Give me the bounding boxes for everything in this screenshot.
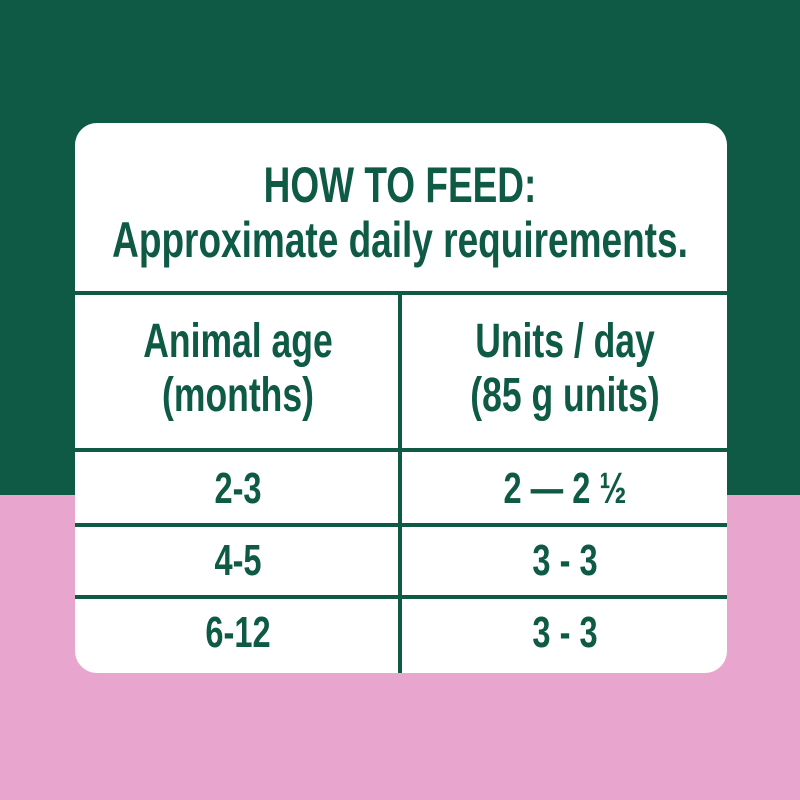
- age-cell: 6-12: [205, 608, 271, 657]
- title: HOW TO FEED:: [263, 157, 537, 213]
- units-cell: 2 — 2 ½: [503, 464, 627, 513]
- units-cell: 3 - 3: [532, 536, 598, 585]
- age-cell: 2-3: [214, 464, 262, 513]
- column-header: Animal age: [143, 315, 333, 368]
- subtitle: Approximate daily requirements.: [112, 212, 688, 268]
- column-header: (months): [162, 369, 314, 422]
- units-cell: 3 - 3: [532, 608, 598, 657]
- column-divider: [398, 293, 402, 673]
- column-header: (85 g units): [470, 369, 660, 422]
- column-header: Units / day: [475, 315, 655, 368]
- age-cell: 4-5: [214, 536, 262, 585]
